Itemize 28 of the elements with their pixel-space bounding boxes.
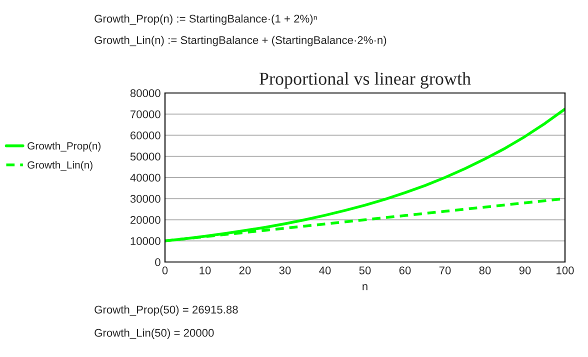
y-tick-label: 80000 — [130, 89, 160, 98]
x-tick-label: 80 — [479, 266, 491, 274]
y-tick-label: 70000 — [130, 110, 160, 118]
y-tick-label: 50000 — [130, 152, 160, 161]
x-tick-label: 50 — [359, 266, 371, 274]
x-tick-label: 90 — [519, 266, 531, 274]
x-tick-label: 0 — [162, 266, 168, 274]
y-tick-label: 0 — [155, 258, 160, 266]
text: Growth_Prop(n) := StartingBalance·(1 + 2%)ⁿ — [94, 14, 317, 25]
x-tick-label: 30 — [279, 266, 291, 274]
legend-label: Growth_Prop(n) — [28, 142, 101, 152]
y-tick-label: 40000 — [130, 174, 160, 182]
y-tick-label: 10000 — [130, 237, 160, 246]
x-axis-title: n — [362, 284, 368, 290]
x-tick-label: 40 — [319, 266, 331, 274]
chart-title: Proportional vs linear growth — [259, 72, 471, 89]
x-tick-label: 20 — [239, 266, 251, 274]
text: Growth_Prop(50) = 26915.88 — [94, 305, 238, 316]
text: Growth_Lin(n) := StartingBalance + (StartingBalance·2%·n) — [94, 36, 386, 46]
x-tick-label: 60 — [399, 266, 411, 274]
x-tick-label: 10 — [200, 266, 211, 274]
y-tick-label: 20000 — [130, 216, 160, 224]
text: Growth_Lin(50) = 20000 — [94, 328, 214, 339]
y-tick-label: 60000 — [130, 132, 160, 140]
y-tick-label: 30000 — [130, 194, 160, 203]
legend-label: Growth_Lin(n) — [28, 160, 92, 171]
x-tick-label: 100 — [556, 266, 574, 274]
x-tick-label: 70 — [439, 266, 451, 274]
